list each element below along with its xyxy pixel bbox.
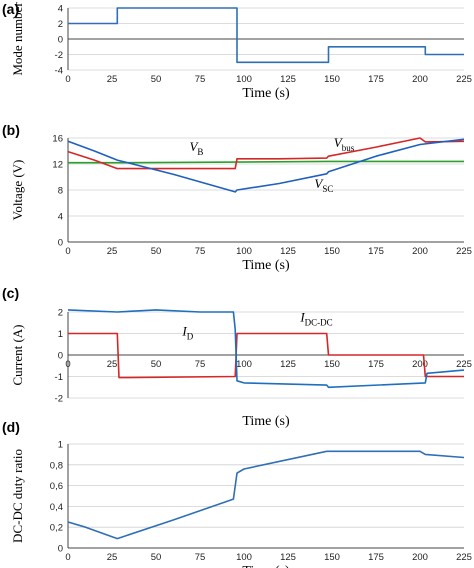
panel-mode-number-ytick-label: 4 [58,4,63,15]
panel-duty-ratio-label: (d) [2,419,20,435]
panel-duty-ratio-xtick-label: 175 [368,552,384,563]
panel-voltage-ytick-label: 4 [58,212,63,223]
panel-voltage-ytick-label: 16 [52,134,63,145]
panel-mode-number-group: 420-2-40 25 50 75 100 125 150 175 200 225(a)Time … [2,1,472,101]
panel-voltage-annotation: VSC [314,176,333,194]
panel-voltage-ytick-label: 0 [58,238,63,249]
panel-mode-number-xtick-label: 150 [324,74,340,85]
panel-current-ytick-label: -1 [55,372,63,383]
panel-mode-number-xtick-label: 175 [368,74,384,85]
panel-voltage-xtick-label: 200 [412,246,428,257]
panel-current-xtick-label: 100 [236,359,252,370]
panel-mode-number-xtick-label: 125 [280,74,296,85]
panel-current-xtick-label: 175 [368,359,384,370]
panel-mode-number-xtick-label: 225 [456,74,472,85]
panel-current-series-line [67,309,465,389]
panel-voltage-xtick-label: 225 [456,246,472,257]
panel-current-ytick-label: -2 [55,394,63,405]
panel-duty-ratio-xtick-label: 150 [324,552,340,563]
panel-current-xlabel: Time (s) [242,414,290,429]
panel-duty-ratio-xtick-label: 50 [151,552,162,563]
panel-current-annotation: ID [181,324,193,342]
panel-voltage-xtick-label: 100 [236,246,252,257]
panel-duty-ratio-xtick-label: 25 [107,552,118,563]
panel-mode-number-xtick-label: 200 [412,74,428,85]
panel-mode-number-ytick-label: -4 [55,66,63,77]
panel-current-xtick-label: 200 [412,359,428,370]
panel-voltage-series-line [68,160,464,164]
panel-voltage-xtick-label: 50 [151,246,162,257]
panel-voltage-xlabel: Time (s) [242,258,290,273]
panel-voltage-xtick-label: 175 [368,246,384,257]
panel-duty-ratio-xtick-label: 200 [412,552,428,563]
panel-voltage-annotation: VB [189,139,203,157]
panel-current-xtick-label: 0 [65,359,70,370]
panel-current-ylabel: Current (A) [10,324,25,385]
panel-duty-ratio-ytick-label: 0,8 [50,460,63,471]
panel-duty-ratio-ytick-label: 0 [58,544,63,555]
panel-current-label: (c) [2,285,19,301]
panel-mode-number-ytick-label: -2 [55,50,63,61]
panel-current-annotation: IDC-DC [299,310,332,328]
panel-duty-ratio-group: 1 0,8 0,6 0,4 0,2 00 25 50 75 100 125 150 175 200 225 (… [2,419,472,568]
panel-mode-number-xtick-label: 25 [107,74,118,85]
panel-mode-number-label: (a) [2,1,19,17]
panel-voltage-xtick-label: 25 [107,246,118,257]
panel-current-xtick-label: 225 [456,359,472,370]
panel-current-xtick-label: 75 [195,359,206,370]
panel-duty-ratio-xtick-label: 225 [456,552,472,563]
panel-voltage-ytick-label: 8 [58,186,63,197]
panel-current-xtick-label: 25 [107,359,118,370]
panel-mode-number-ytick-label: 0 [58,35,63,46]
panel-duty-ratio-ytick-label: 0,2 [50,523,63,534]
panel-mode-number-xtick-label: 75 [195,74,206,85]
panel-duty-ratio-series-line [67,450,465,540]
panel-duty-ratio-xtick-label: 125 [280,552,296,563]
panel-current-ytick-label: 1 [58,329,63,340]
panel-voltage-series-line [67,137,465,170]
panel-mode-number-ylabel: Mode number [10,2,25,76]
panel-voltage-series-line [67,138,465,193]
panel-current-xtick-label: 150 [324,359,340,370]
panel-voltage-annotation: Vbus [334,135,355,153]
panel-voltage-xtick-label: 150 [324,246,340,257]
panel-voltage-ytick-label: 12 [52,160,63,171]
panel-current-ytick-label: 2 [58,308,63,319]
panel-mode-number-series-line [68,7,464,64]
panel-mode-number-xtick-label: 0 [65,74,70,85]
panel-current-group: 210-1-20 25 50 75 100 125 150 175 200 225IDIDC-DC… [2,285,472,429]
panel-voltage-group: 16 12 8 4 00 25 50 75 100 125 150 175 200 225 VB Vbus VS… [2,122,472,273]
panel-voltage-xtick-label: 0 [65,246,70,257]
panel-duty-ratio-ylabel: DC-DC duty ratio [10,449,25,543]
panel-duty-ratio-xtick-label: 100 [236,552,252,563]
panel-current-ytick-label: 0 [58,351,63,362]
panel-duty-ratio-ytick-label: 0,6 [50,481,63,492]
panel-voltage-label: (b) [2,122,20,138]
panel-duty-ratio-xtick-label: 75 [195,552,206,563]
panel-mode-number-xlabel: Time (s) [242,86,290,101]
panel-duty-ratio-xlabel: Time (s) [242,564,290,568]
panel-duty-ratio-ytick-label: 0,4 [50,502,63,513]
panel-current-xtick-label: 50 [151,359,162,370]
panel-mode-number-ytick-label: 2 [58,19,63,30]
panel-mode-number-xtick-label: 50 [151,74,162,85]
panel-duty-ratio-xtick-label: 0 [65,552,70,563]
panel-duty-ratio-ytick-label: 1 [58,440,63,451]
panel-voltage-xtick-label: 125 [280,246,296,257]
panel-voltage-ylabel: Voltage (V) [10,160,25,221]
panel-current-series-line [68,332,464,379]
panel-voltage-xtick-label: 75 [195,246,206,257]
panel-mode-number-xtick-label: 100 [236,74,252,85]
panel-current-xtick-label: 125 [280,359,296,370]
